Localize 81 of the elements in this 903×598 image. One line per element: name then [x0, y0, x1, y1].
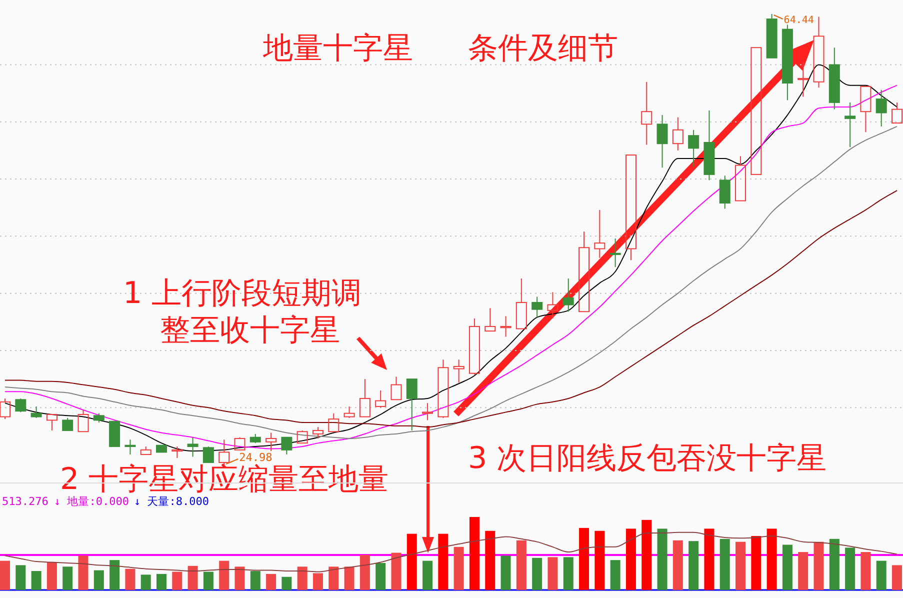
candlestick	[547, 292, 558, 319]
bar	[672, 540, 683, 590]
bar	[312, 573, 323, 590]
bar	[657, 528, 668, 590]
bar	[188, 566, 198, 590]
annotation: 3 次日阳线反包吞没十字星	[468, 441, 827, 476]
bar	[376, 562, 386, 590]
bar	[94, 570, 104, 590]
bar	[860, 552, 871, 590]
bar	[736, 542, 746, 590]
bar	[328, 566, 339, 590]
bar	[125, 568, 136, 590]
bar	[344, 566, 354, 590]
bar	[751, 536, 762, 590]
candlestick	[453, 359, 464, 383]
bar	[766, 528, 777, 590]
bar	[532, 558, 542, 590]
bar	[156, 574, 166, 590]
bar	[406, 534, 417, 590]
bar	[626, 528, 636, 590]
text: 条件及细节	[468, 31, 618, 66]
bar	[266, 574, 276, 590]
annotation: 64.44	[784, 15, 814, 26]
bar	[845, 548, 856, 590]
bar	[62, 566, 73, 590]
candlestick	[782, 24, 793, 101]
bar	[391, 552, 402, 590]
candlestick	[798, 62, 809, 98]
bar	[282, 576, 292, 590]
bar	[469, 517, 480, 590]
bar	[31, 571, 42, 590]
bar	[16, 565, 26, 590]
bar	[688, 541, 699, 590]
candlestick	[844, 102, 856, 148]
candlestick	[641, 81, 652, 146]
bar	[234, 566, 245, 590]
bar	[892, 565, 902, 590]
bar	[500, 556, 511, 590]
bar	[876, 560, 886, 590]
candlestick	[656, 114, 668, 168]
candlestick	[610, 238, 621, 268]
text: ↓ 天量:8.000	[134, 495, 209, 508]
candlestick	[124, 439, 136, 455]
bar	[610, 560, 620, 590]
bar	[704, 528, 714, 590]
bar	[563, 557, 574, 590]
candlestick	[876, 89, 887, 127]
bar	[172, 572, 182, 590]
text: ↓ 地量:0.000	[54, 495, 129, 508]
bar	[250, 571, 260, 590]
candlestick	[672, 116, 684, 151]
bar	[219, 560, 230, 590]
text: 地量十字星	[262, 31, 413, 66]
bar	[642, 520, 652, 590]
bar	[360, 554, 370, 590]
bar	[782, 544, 792, 590]
bar	[110, 560, 120, 590]
candlestick	[828, 47, 840, 110]
bar	[829, 538, 840, 590]
candlestick	[594, 209, 606, 258]
bar	[814, 542, 824, 590]
bar	[516, 540, 526, 590]
bar	[798, 552, 808, 590]
bar	[46, 562, 57, 590]
bar	[203, 572, 214, 590]
bar	[438, 534, 448, 590]
bar	[0, 560, 10, 590]
bar	[454, 546, 464, 590]
text: 513.276	[2, 495, 48, 508]
bar	[720, 538, 730, 590]
bar	[548, 557, 558, 590]
bar	[485, 530, 496, 590]
bar	[297, 566, 308, 590]
bar	[140, 574, 151, 590]
candlestick	[500, 316, 512, 338]
bar	[594, 530, 605, 590]
annotation: 24.98	[239, 451, 272, 464]
bar	[78, 556, 88, 590]
bar	[579, 528, 590, 590]
bar	[422, 560, 433, 590]
annotation: 1 上行阶段短期调整至收十字星	[123, 276, 362, 348]
